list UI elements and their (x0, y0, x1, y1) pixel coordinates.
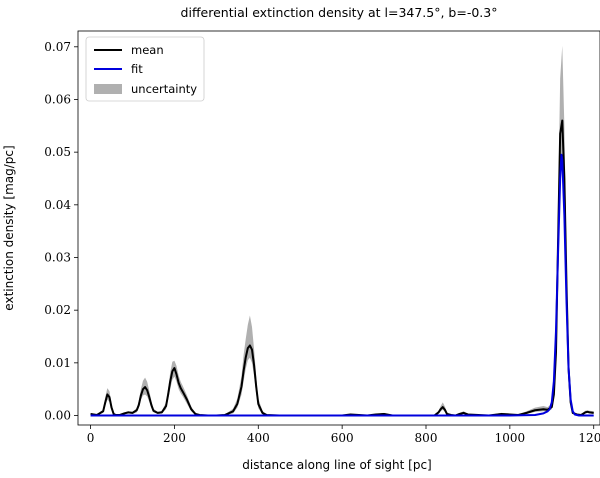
legend-uncertainty-swatch (94, 84, 122, 94)
y-axis-label: extinction density [mag/pc] (2, 145, 16, 310)
legend-fit-label: fit (131, 62, 143, 76)
x-tick-label: 1000 (495, 431, 526, 445)
x-tick-label: 200 (163, 431, 186, 445)
y-tick-label: 0.00 (44, 409, 71, 423)
y-tick-label: 0.06 (44, 92, 71, 106)
y-tick-label: 0.07 (44, 40, 71, 54)
x-axis-label: distance along line of sight [pc] (242, 458, 432, 472)
y-tick-label: 0.05 (44, 145, 71, 159)
series-line-mean (90, 119, 594, 417)
x-tick-label: 400 (247, 431, 270, 445)
legend: mean fit uncertainty (85, 36, 205, 102)
series-line-layer (90, 119, 594, 417)
y-axis: 0.00 0.01 0.02 0.03 0.04 0.05 0.06 0.07 (44, 40, 78, 423)
x-tick-label: 600 (331, 431, 354, 445)
legend-uncertainty-label: uncertainty (131, 82, 197, 96)
series-line-fit (90, 153, 594, 417)
y-tick-label: 0.02 (44, 303, 71, 317)
chart-title: differential extinction density at l=347… (181, 5, 498, 20)
x-tick-label: 800 (415, 431, 438, 445)
plot-frame (77, 30, 600, 426)
y-tick-label: 0.04 (44, 198, 71, 212)
y-tick-label: 0.01 (44, 356, 71, 370)
x-tick-label: 0 (87, 431, 95, 445)
legend-mean-label: mean (131, 43, 164, 57)
y-tick-label: 0.03 (44, 250, 71, 264)
